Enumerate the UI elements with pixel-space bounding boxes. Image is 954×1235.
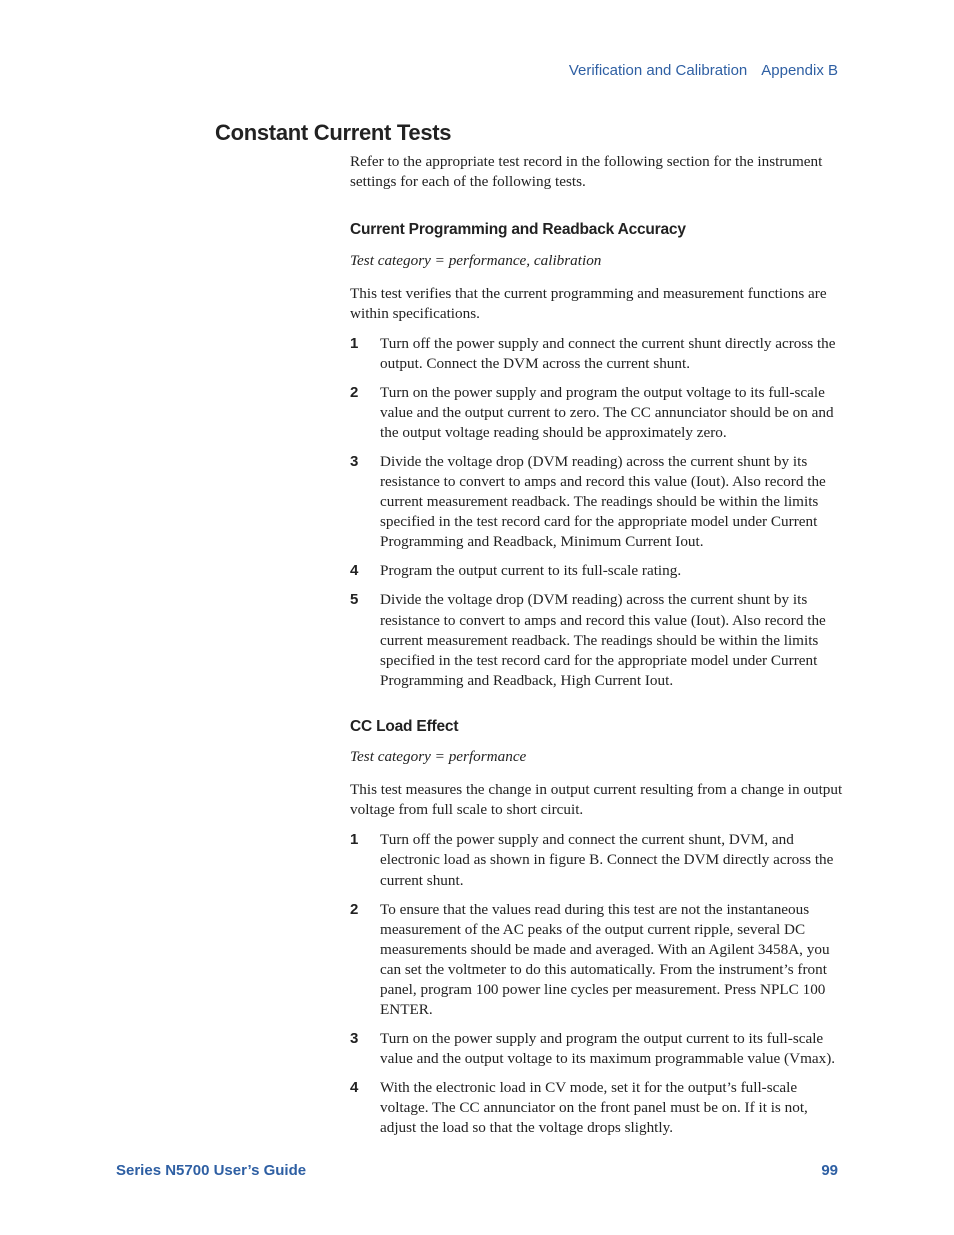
content-column: Refer to the appropriate test record in … [350, 152, 844, 1164]
step-number: 1 [350, 830, 358, 850]
step-number: 4 [350, 1078, 358, 1098]
test-category: Test category = performance, calibration [350, 251, 844, 271]
section-body: This test measures the change in output … [350, 780, 844, 820]
page: Verification and Calibration Appendix B C… [0, 0, 954, 1235]
step-text: Divide the voltage drop (DVM reading) ac… [380, 591, 826, 688]
step-number: 5 [350, 590, 358, 610]
section-heading: Current Programming and Readback Accurac… [350, 220, 844, 240]
list-item: 3 Turn on the power supply and program th… [350, 1029, 844, 1069]
step-text: Turn off the power supply and connect th… [380, 831, 833, 888]
list-item: 1 Turn off the power supply and connect t… [350, 830, 844, 890]
list-item: 5 Divide the voltage drop (DVM reading) a… [350, 590, 844, 690]
step-number: 3 [350, 1029, 358, 1049]
list-item: 4 With the electronic load in CV mode, se… [350, 1078, 844, 1138]
running-header: Verification and Calibration Appendix B [569, 62, 838, 79]
step-text: Turn off the power supply and connect th… [380, 335, 836, 372]
step-list: 1 Turn off the power supply and connect t… [350, 830, 844, 1138]
section-body: This test verifies that the current prog… [350, 284, 844, 324]
step-number: 4 [350, 561, 358, 581]
step-number: 3 [350, 452, 358, 472]
test-category: Test category = performance [350, 747, 844, 767]
step-number: 2 [350, 900, 358, 920]
list-item: 2 To ensure that the values read during t… [350, 900, 844, 1020]
list-item: 4 Program the output current to its full-… [350, 561, 844, 581]
list-item: 2 Turn on the power supply and program th… [350, 383, 844, 443]
step-list: 1 Turn off the power supply and connect t… [350, 334, 844, 691]
section-heading: CC Load Effect [350, 717, 844, 737]
step-text: Program the output current to its full-s… [380, 562, 681, 579]
step-text: Turn on the power supply and program the… [380, 384, 834, 441]
step-number: 1 [350, 334, 358, 354]
page-number: 99 [821, 1162, 838, 1179]
header-section: Verification and Calibration [569, 62, 747, 79]
step-text: To ensure that the values read during th… [380, 901, 830, 1018]
header-appendix: Appendix B [761, 62, 838, 79]
step-text: Divide the voltage drop (DVM reading) ac… [380, 453, 826, 550]
page-title: Constant Current Tests [215, 120, 451, 146]
step-number: 2 [350, 383, 358, 403]
footer-title: Series N5700 User’s Guide [116, 1162, 306, 1179]
list-item: 1 Turn off the power supply and connect t… [350, 334, 844, 374]
step-text: Turn on the power supply and program the… [380, 1030, 835, 1067]
list-item: 3 Divide the voltage drop (DVM reading) a… [350, 452, 844, 552]
step-text: With the electronic load in CV mode, set… [380, 1079, 808, 1136]
intro-paragraph: Refer to the appropriate test record in … [350, 152, 844, 192]
